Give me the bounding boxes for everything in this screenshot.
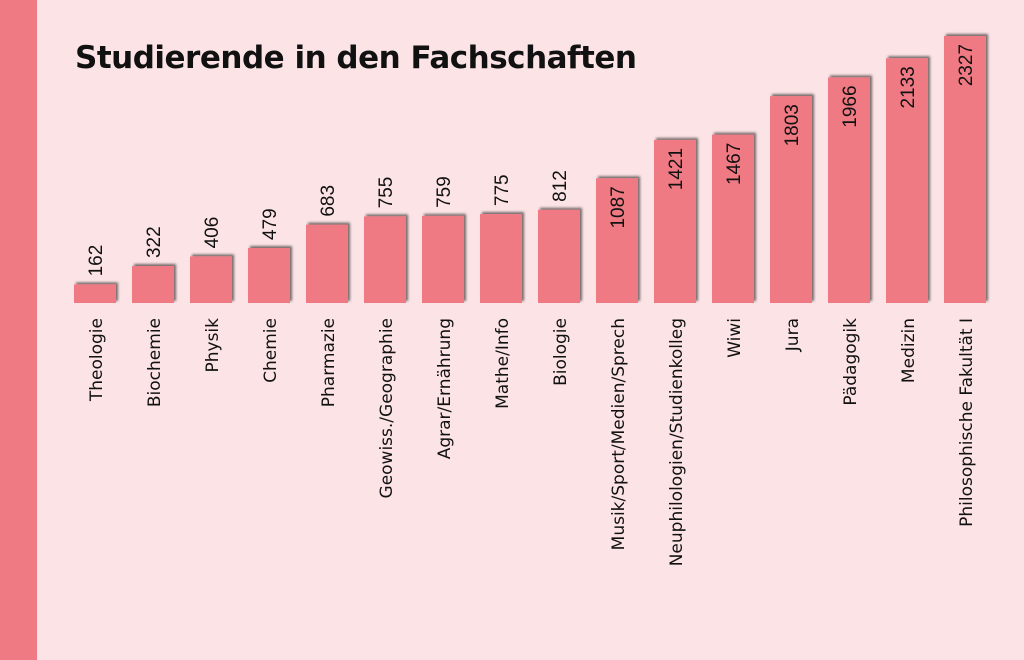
category-label-8: Biologie bbox=[551, 318, 571, 386]
category-label-10: Neuphilologien/Studienkolleg bbox=[667, 318, 687, 566]
chart-title: Studierende in den Fachschaften bbox=[75, 40, 637, 76]
value-label-6: 759 bbox=[434, 176, 455, 208]
bar-14 bbox=[886, 58, 928, 303]
bar-1 bbox=[132, 266, 174, 303]
value-label-8: 812 bbox=[550, 170, 571, 202]
category-label-0: Theologie bbox=[87, 318, 107, 402]
bar-0 bbox=[74, 284, 116, 303]
category-label-5: Geowiss./Geographie bbox=[377, 318, 397, 498]
category-label-6: Agrar/Ernährung bbox=[435, 318, 455, 459]
bar-11 bbox=[712, 134, 754, 303]
bar-13 bbox=[828, 77, 870, 303]
value-label-0: 162 bbox=[86, 245, 107, 277]
category-label-7: Mathe/Info bbox=[493, 318, 513, 409]
bar-12 bbox=[770, 96, 812, 303]
bar-6 bbox=[422, 215, 464, 303]
bar-2 bbox=[190, 256, 232, 303]
value-label-12: 1803 bbox=[782, 104, 803, 146]
bar-4 bbox=[306, 224, 348, 303]
category-label-1: Biochemie bbox=[145, 318, 165, 407]
bar-5 bbox=[364, 216, 406, 303]
value-label-2: 406 bbox=[202, 217, 223, 249]
value-label-1: 322 bbox=[144, 226, 165, 258]
category-label-14: Medizin bbox=[899, 318, 919, 383]
category-label-13: Pädagogik bbox=[841, 318, 861, 406]
value-label-10: 1421 bbox=[666, 148, 687, 190]
value-label-9: 1087 bbox=[608, 186, 629, 228]
category-label-4: Pharmazie bbox=[319, 318, 339, 407]
bar-7 bbox=[480, 214, 522, 303]
category-label-9: Musik/Sport/Medien/Sprech bbox=[609, 318, 629, 550]
category-label-2: Physik bbox=[203, 318, 223, 373]
value-label-15: 2327 bbox=[956, 44, 977, 86]
bar-9 bbox=[596, 178, 638, 303]
category-label-12: Jura bbox=[783, 318, 803, 352]
bar-3 bbox=[248, 248, 290, 303]
value-label-4: 683 bbox=[318, 185, 339, 217]
category-label-3: Chemie bbox=[261, 318, 281, 383]
category-label-11: Wiwi bbox=[725, 318, 745, 358]
value-label-5: 755 bbox=[376, 177, 397, 209]
bar-8 bbox=[538, 209, 580, 303]
value-label-3: 479 bbox=[260, 208, 281, 240]
category-label-15: Philosophische Fakultät I bbox=[957, 318, 977, 527]
value-label-13: 1966 bbox=[840, 85, 861, 127]
side-accent-bar bbox=[0, 0, 37, 660]
bar-15 bbox=[944, 36, 986, 303]
value-label-11: 1467 bbox=[724, 143, 745, 185]
bar-10 bbox=[654, 139, 696, 303]
value-label-7: 775 bbox=[492, 174, 513, 206]
value-label-14: 2133 bbox=[898, 66, 919, 108]
